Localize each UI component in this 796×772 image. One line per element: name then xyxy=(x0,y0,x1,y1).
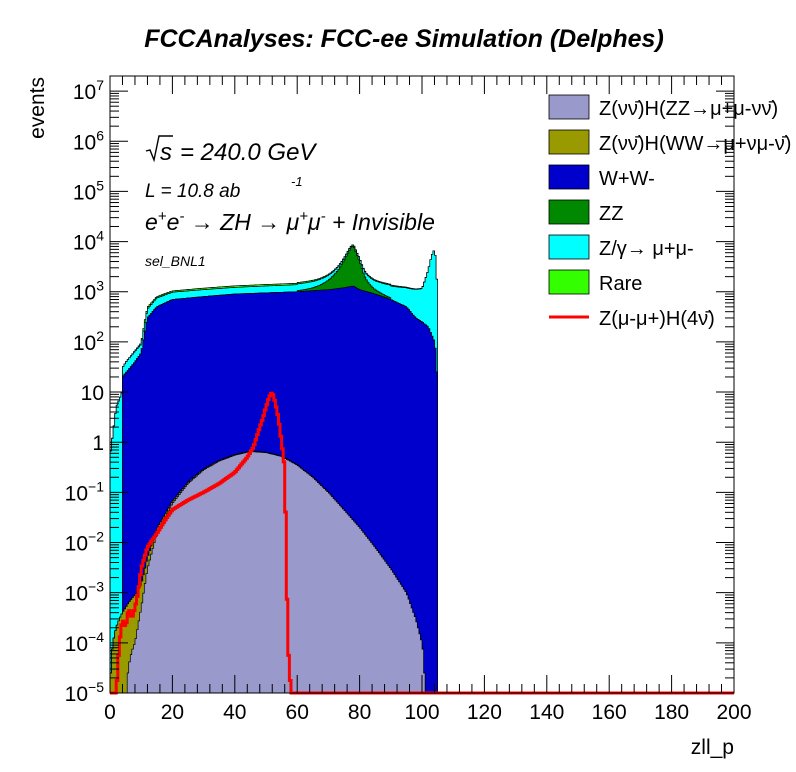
y-tick-label: 10−2 xyxy=(65,529,105,556)
legend-swatch xyxy=(548,129,590,155)
histogram-layer xyxy=(109,244,734,695)
x-tick-label: 180 xyxy=(654,701,689,724)
x-tick-label: 200 xyxy=(716,701,751,724)
legend-label: Z/γ→ μ+μ- xyxy=(599,238,694,260)
annotations: s = 240.0 GeV L = 10.8 ab -1 e+e- → ZH →… xyxy=(145,135,435,269)
x-tick-label: 80 xyxy=(348,701,371,724)
y-tick-label: 10 xyxy=(81,382,104,405)
legend-swatch xyxy=(548,94,590,120)
svg-text:= 240.0 GeV: = 240.0 GeV xyxy=(180,139,317,166)
legend-label: Z(νν̄)H(WW→μ+νμ-ν̄) xyxy=(599,133,791,155)
y-tick-label: 102 xyxy=(73,328,104,355)
legend-swatch xyxy=(548,164,590,190)
legend-swatch xyxy=(548,269,590,295)
legend-entry: ZZ xyxy=(548,199,623,225)
x-tick-label: 100 xyxy=(404,701,439,724)
y-tick-label: 10−1 xyxy=(65,478,105,505)
svg-text:L = 10.8 ab: L = 10.8 ab xyxy=(145,181,240,202)
selection-annotation: sel_BNL1 xyxy=(145,253,206,269)
y-tick-label: 107 xyxy=(73,77,104,104)
legend-swatch xyxy=(548,199,590,225)
legend-label: ZZ xyxy=(599,203,623,225)
legend-swatch xyxy=(548,234,590,260)
legend-entry: Rare xyxy=(548,269,642,295)
y-tick-label: 10−4 xyxy=(65,629,105,656)
legend-label: Rare xyxy=(599,273,642,295)
x-tick-label: 120 xyxy=(467,701,502,724)
x-tick-label: 0 xyxy=(104,701,116,724)
chart-title: FCCAnalyses: FCC-ee Simulation (Delphes) xyxy=(144,25,664,53)
legend-entry: Z(νν̄)H(ZZ→μ+μ-νν̄) xyxy=(548,94,778,120)
y-tick-label: 105 xyxy=(73,177,104,204)
y-tick-label: 106 xyxy=(73,127,104,154)
lumi-annotation: L = 10.8 ab -1 xyxy=(145,174,303,202)
legend-label: W+W- xyxy=(599,168,655,190)
legend: Z(νν̄)H(ZZ→μ+μ-νν̄) Z(νν̄)H(WW→μ+νμ-ν̄) W+… xyxy=(548,94,791,330)
svg-text:-1: -1 xyxy=(291,174,303,189)
process-annotation: e+e- → ZH → μ+μ- + Invisible xyxy=(145,208,435,235)
x-tick-label: 160 xyxy=(592,701,627,724)
legend-label: Z(νν̄)H(ZZ→μ+μ-νν̄) xyxy=(599,98,778,120)
legend-entry: Z/γ→ μ+μ- xyxy=(548,234,694,260)
y-tick-label: 103 xyxy=(73,278,104,305)
sqrt-s-annotation: s = 240.0 GeV xyxy=(145,135,317,166)
x-tick-label: 20 xyxy=(161,701,184,724)
legend-entry: Z(νν̄)H(WW→μ+νμ-ν̄) xyxy=(548,129,791,155)
y-axis-label: events xyxy=(26,77,49,139)
x-tick-label: 40 xyxy=(223,701,246,724)
axes: 0 20 40 60 80 100 120 140 160 180 200 10−5 10−4 10−3 1… xyxy=(65,75,752,724)
legend-entry: Z(μ-μ+)H(4ν̄) xyxy=(549,308,715,330)
y-tick-label: 10−5 xyxy=(65,679,105,706)
legend-label: Z(μ-μ+)H(4ν̄) xyxy=(599,308,715,330)
legend-entry: W+W- xyxy=(548,164,655,190)
y-tick-label: 10−3 xyxy=(65,579,105,606)
x-tick-label: 140 xyxy=(529,701,564,724)
x-axis-label: zll_p xyxy=(691,736,734,759)
svg-text:s: s xyxy=(160,139,172,166)
y-tick-label: 1 xyxy=(92,432,104,455)
x-tick-label: 60 xyxy=(286,701,309,724)
y-tick-label: 104 xyxy=(73,228,104,255)
